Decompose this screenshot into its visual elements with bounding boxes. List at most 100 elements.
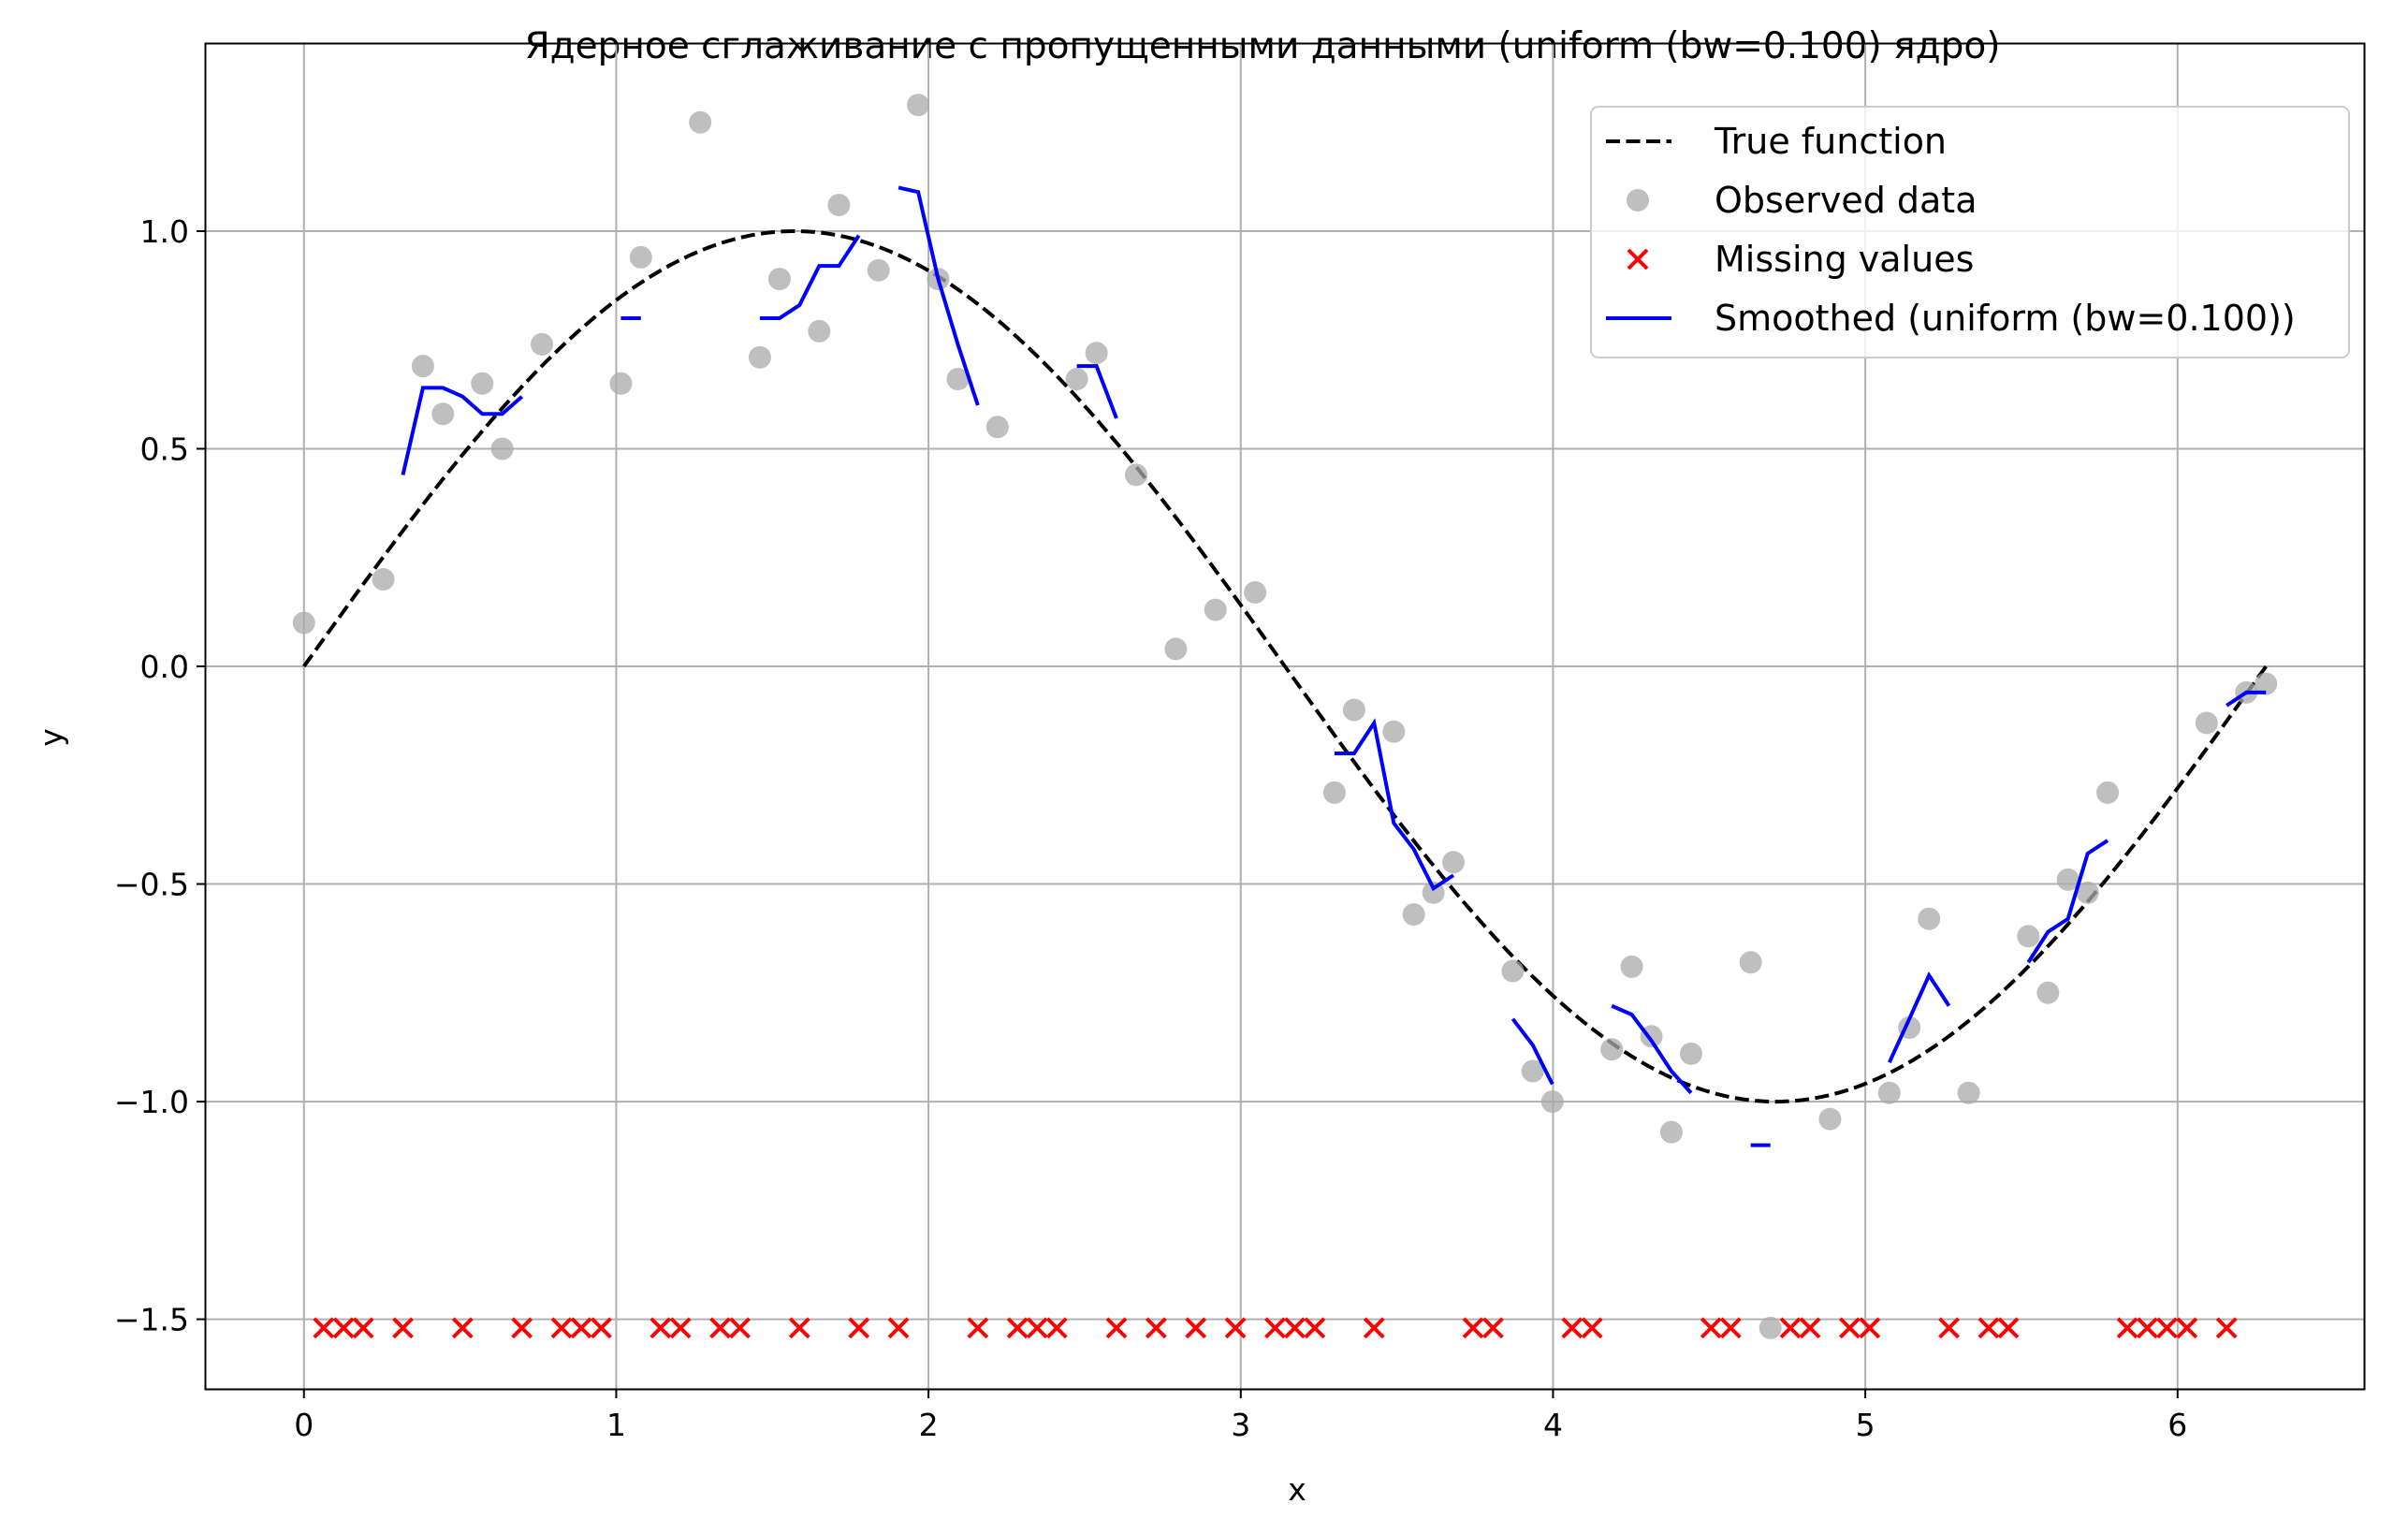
missing-marker [1700, 1317, 1722, 1339]
observed-point [490, 437, 514, 460]
missing-marker [669, 1317, 692, 1339]
observed-point [1540, 1090, 1564, 1114]
observed-point [1679, 1042, 1702, 1065]
observed-point [1382, 720, 1406, 743]
missing-marker [788, 1317, 810, 1339]
y-axis-label: y [33, 728, 69, 747]
missing-marker [352, 1317, 374, 1339]
observed-point [1957, 1081, 1980, 1104]
observed-point [2195, 711, 2218, 735]
missing-marker [848, 1317, 870, 1339]
missing-marker [2137, 1317, 2158, 1339]
observed-point [1501, 959, 1525, 983]
observed-point [1620, 955, 1643, 978]
y-tick-label: 0.0 [140, 649, 189, 685]
axis-ticks: 0 1 2 3 4 5 6 1.0 0.5 0.0 −0.5 −1.0 −1.5 [114, 213, 2187, 1443]
observed-point [1402, 903, 1425, 927]
x-tick-label: 3 [1231, 1407, 1250, 1443]
observed-point [867, 258, 890, 282]
legend-swatch-missing [1627, 248, 1649, 270]
missing-marker [451, 1317, 474, 1339]
observed-point [907, 94, 930, 117]
x-tick-label: 1 [606, 1407, 626, 1443]
smoothed-segment [1334, 718, 1455, 892]
observed-point [609, 372, 633, 395]
missing-marker [649, 1317, 672, 1339]
missing-marker [1581, 1317, 1603, 1339]
smoothed-segment [1611, 1003, 1693, 1095]
observed-point [1065, 368, 1088, 391]
missing-marker [967, 1317, 989, 1339]
smoothed-segment [1888, 971, 1951, 1064]
observed-point [1521, 1059, 1544, 1083]
missing-marker [2215, 1317, 2238, 1339]
observed-point [2017, 925, 2040, 948]
missing-marker [1839, 1317, 1861, 1339]
smoothed-segment [2226, 690, 2267, 708]
observed-point [1422, 881, 1445, 904]
observed-point [2036, 981, 2060, 1004]
x-tick-label: 6 [2167, 1407, 2187, 1443]
missing-marker [729, 1317, 751, 1339]
observed-point [767, 268, 791, 291]
observed-point [946, 368, 970, 391]
observed-point [748, 345, 771, 369]
observed-point [1877, 1081, 1901, 1104]
missing-marker [1462, 1317, 1484, 1339]
observed-point [1739, 951, 1762, 974]
missing-marker [1026, 1317, 1048, 1339]
observed-point [1204, 598, 1227, 621]
y-tick-label: −1.5 [114, 1302, 189, 1338]
smoothed-segment [2026, 839, 2109, 964]
missing-marker [2116, 1317, 2138, 1339]
missing-marker [1779, 1317, 1802, 1339]
observed-point [2056, 868, 2080, 891]
missing-marker [332, 1317, 355, 1339]
missing-marker [550, 1317, 573, 1339]
missing-marker [511, 1317, 533, 1339]
observed-point [1244, 580, 1267, 604]
observed-point [1085, 342, 1108, 365]
observed-point [1322, 781, 1346, 804]
x-axis-label: x [1288, 1471, 1306, 1508]
true-function-line [302, 228, 2268, 1104]
observed-point [2255, 672, 2278, 695]
observed-point [2076, 881, 2099, 904]
y-tick-label: −0.5 [114, 867, 189, 903]
smoothed-segment [1510, 1017, 1554, 1086]
missing-marker [1105, 1317, 1128, 1339]
observed-point [531, 332, 554, 356]
observed-point [985, 416, 1009, 439]
plot-area [292, 94, 2278, 1339]
missing-marker [709, 1317, 731, 1339]
observed-point [1818, 1107, 1842, 1131]
missing-marker [1264, 1317, 1286, 1339]
smoothed-segment [898, 185, 980, 406]
missing-marker [1977, 1317, 2000, 1339]
observed-point [1442, 851, 1466, 874]
missing-marker [1045, 1317, 1068, 1339]
x-tick-label: 4 [1543, 1407, 1563, 1443]
missing-marker [2176, 1317, 2198, 1339]
missing-marker [1224, 1317, 1247, 1339]
y-tick-label: 0.5 [140, 431, 189, 467]
missing-marker [1284, 1317, 1306, 1339]
legend: True function Observed data Missing values… [1590, 106, 2350, 358]
missing-marker [1799, 1317, 1821, 1339]
legend-label: Missing values [1715, 239, 1974, 280]
legend-label: Observed data [1715, 180, 1977, 221]
observed-point [689, 110, 712, 134]
missing-marker [2156, 1317, 2178, 1339]
missing-marker [1481, 1317, 1504, 1339]
y-tick-label: −1.0 [114, 1084, 189, 1120]
missing-marker [1363, 1317, 1385, 1339]
y-tick-label: 1.0 [140, 213, 189, 250]
missing-marker [570, 1317, 592, 1339]
observed-point [827, 194, 851, 217]
missing-marker [1859, 1317, 1881, 1339]
observed-point [1125, 463, 1148, 487]
smoothed-segment [401, 386, 524, 475]
x-tick-label: 5 [1856, 1407, 1875, 1443]
observed-point [1164, 637, 1188, 661]
